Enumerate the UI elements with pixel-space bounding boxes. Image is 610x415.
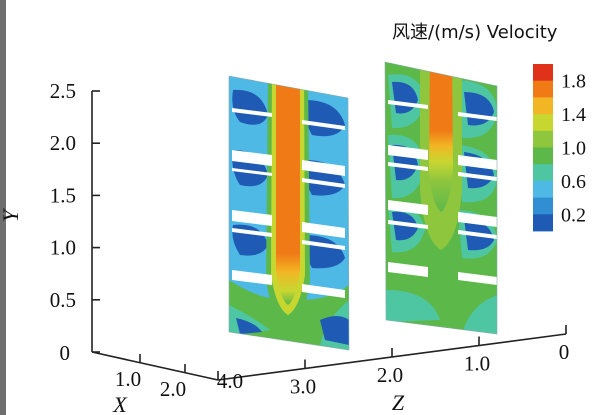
y-tick-label: 1.5 [50, 183, 76, 207]
y-tick-label: 2.5 [50, 79, 76, 103]
legend-swatch [533, 114, 553, 132]
x-axis-label: X [112, 392, 128, 415]
z-tick-label: 0 [559, 340, 570, 364]
legend-swatch [533, 147, 553, 165]
legend-swatch [533, 64, 553, 82]
legend-swatch [533, 80, 553, 98]
z-tick-label: 2.0 [377, 363, 403, 387]
legend-swatch [533, 130, 553, 148]
slice-left-jet-core [276, 76, 300, 305]
legend-colorbar: 1.8 1.4 1.0 0.6 0.2 [533, 64, 586, 232]
left-frame-border [0, 0, 6, 415]
legend-tick-label: 0.2 [561, 204, 586, 226]
legend-title: 风速/(m/s) Velocity [392, 22, 558, 43]
x-tick-label: 1.0 [115, 367, 141, 391]
legend-swatch [533, 197, 553, 215]
velocity-slice-left [229, 76, 349, 350]
slice-left-bottom-blue [236, 318, 262, 334]
legend-swatch [533, 214, 553, 232]
slice-left-outline [228, 75, 350, 351]
velocity-slice-right [385, 62, 497, 334]
slice-right-bottom-cyan-r [462, 295, 497, 334]
y-tick-label: 0 [60, 341, 71, 365]
slice-left-vortex-1 [232, 89, 268, 125]
x-tick-label: 2.0 [160, 377, 186, 401]
legend-tick-label: 1.4 [561, 104, 586, 126]
y-tick-label: 1.0 [50, 236, 76, 260]
legend-tick-label: 1.0 [561, 138, 586, 160]
axes: 2.5 2.0 1.5 1.0 0.5 0 Y 1.0 2.0 X 4.0 3.0 2.0 1.0 0 Z [0, 79, 569, 415]
z-tick-label: 4.0 [217, 369, 243, 393]
y-axis-label: Y [0, 207, 23, 222]
y-tick-label: 2.0 [50, 131, 76, 155]
x-axis-line [91, 351, 219, 381]
z-tick-label: 1.0 [464, 352, 490, 376]
legend-tick-label: 1.8 [561, 71, 586, 93]
slice-right-slats [388, 100, 497, 285]
legend-tick-label: 0.6 [561, 171, 586, 193]
slice-left-slats [232, 108, 345, 298]
legend-swatch [533, 180, 553, 198]
legend-swatch [533, 164, 553, 182]
slice-left-bottom-blue-r [320, 316, 349, 345]
y-tick-label: 0.5 [50, 288, 76, 312]
z-tick-label: 3.0 [290, 375, 316, 399]
slice-right-jet-core [429, 62, 453, 212]
z-axis-label: Z [392, 390, 405, 415]
slice-right-outline [384, 61, 498, 335]
slice-right-bottom-cyan [386, 290, 440, 322]
legend-swatch [533, 97, 553, 115]
